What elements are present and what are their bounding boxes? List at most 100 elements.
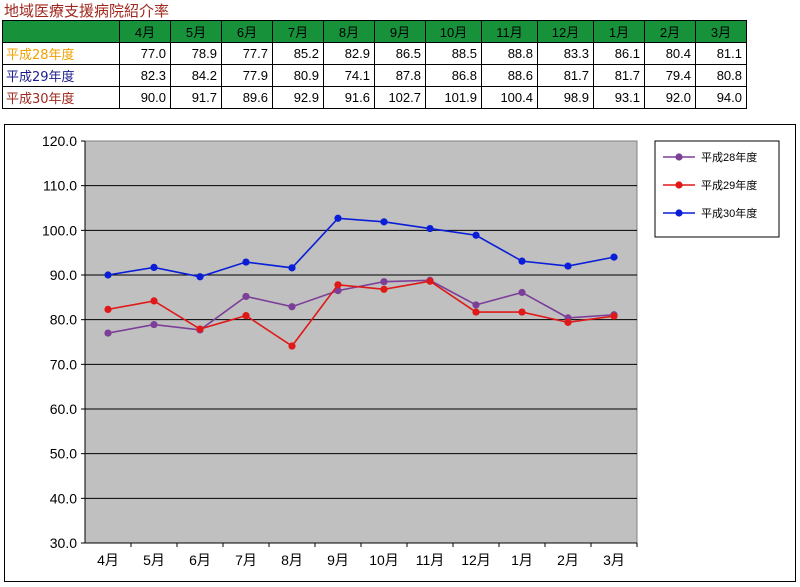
data-point	[472, 301, 480, 309]
data-point	[334, 281, 342, 289]
value-cell: 82.9	[323, 42, 375, 65]
x-tick-label: 4月	[97, 552, 119, 568]
value-cell: 90.0	[119, 86, 171, 109]
data-point	[242, 258, 250, 266]
data-point	[518, 308, 526, 316]
x-tick-label: 2月	[557, 552, 579, 568]
y-tick-label: 40.0	[50, 490, 77, 506]
data-point	[104, 329, 112, 337]
data-point	[104, 271, 112, 279]
y-tick-label: 80.0	[50, 312, 77, 328]
data-point	[334, 287, 342, 295]
legend-swatch-marker	[675, 181, 683, 189]
value-cell: 93.1	[593, 86, 645, 109]
value-cell: 80.4	[644, 42, 696, 65]
value-cell: 86.8	[425, 64, 482, 87]
value-cell: 83.3	[537, 42, 594, 65]
x-tick-label: 8月	[281, 552, 303, 568]
data-point	[288, 264, 296, 272]
data-point	[196, 273, 204, 281]
data-point	[150, 297, 158, 305]
line-chart: 30.0 40.0 50.0 60.0 70.0 80.0 90.0 100.0 110.0 12…	[42, 133, 780, 568]
value-cell: 80.9	[272, 64, 324, 87]
y-tick-label: 90.0	[50, 267, 77, 283]
month-header-cell: 8月	[323, 20, 375, 43]
value-cell: 77.9	[221, 64, 273, 87]
value-cell: 94.0	[695, 86, 747, 109]
data-point	[380, 278, 388, 286]
value-cell: 89.6	[221, 86, 273, 109]
series-line	[107, 217, 615, 278]
legend-label: 平成30年度	[701, 206, 757, 220]
month-header-cell: 1月	[593, 20, 645, 43]
value-cell: 88.6	[481, 64, 538, 87]
value-cell: 77.0	[119, 42, 171, 65]
value-cell: 84.2	[170, 64, 222, 87]
value-cell: 86.1	[593, 42, 645, 65]
value-cell: 78.9	[170, 42, 222, 65]
x-tick-label: 1月	[511, 552, 533, 568]
data-point	[242, 292, 250, 301]
row-label: 平成28年度	[2, 42, 120, 65]
value-cell: 77.7	[221, 42, 273, 65]
table-row: 平成28年度 77.0 78.9 77.7 85.2 82.9 86.5 88.5 88.8 83…	[2, 42, 747, 65]
x-tick-label: 7月	[235, 552, 257, 568]
value-cell: 92.0	[644, 86, 696, 109]
y-tick-label: 110.0	[43, 178, 77, 194]
value-cell: 100.4	[481, 86, 538, 109]
data-point	[472, 231, 480, 239]
data-point	[334, 214, 342, 222]
x-tick-label: 9月	[327, 552, 349, 568]
month-header-cell: 7月	[272, 20, 324, 43]
value-cell: 81.7	[537, 64, 594, 87]
y-tick-label: 120.0	[42, 133, 77, 149]
table-row: 平成29年度 82.3 84.2 77.9 80.9 74.1 87.8 86.8 88.6 81…	[2, 64, 747, 87]
plot-area	[84, 140, 638, 544]
legend-label: 平成28年度	[701, 150, 757, 164]
data-point	[518, 288, 526, 297]
data-point	[426, 224, 434, 233]
legend-swatch-marker	[675, 153, 683, 161]
table-corner-cell	[2, 20, 120, 43]
x-tick-label: 3月	[603, 552, 625, 568]
value-cell: 88.5	[425, 42, 482, 65]
value-cell: 80.8	[695, 64, 747, 87]
value-cell: 91.6	[323, 86, 375, 109]
value-cell: 98.9	[537, 86, 594, 109]
month-header-cell: 4月	[119, 20, 171, 43]
value-cell: 79.4	[644, 64, 696, 87]
value-cell: 81.7	[593, 64, 645, 87]
value-cell: 101.9	[425, 86, 482, 109]
data-point	[196, 325, 204, 333]
month-header-cell: 11月	[481, 20, 538, 43]
value-cell: 92.9	[272, 86, 324, 109]
value-cell: 102.7	[374, 86, 426, 109]
x-tick-label: 5月	[143, 552, 165, 568]
data-point	[242, 312, 250, 320]
x-tick-label: 11月	[416, 552, 445, 568]
month-header-cell: 2月	[644, 20, 696, 43]
value-cell: 88.8	[481, 42, 538, 65]
data-point	[380, 285, 388, 293]
data-point	[150, 320, 158, 329]
data-table: 4月 5月 6月 7月 8月 9月 10月 11月 12月 1月 2月 3月 平成28年度 77.0 78…	[2, 20, 747, 109]
month-header-cell: 6月	[221, 20, 273, 43]
data-point	[288, 303, 296, 311]
series-line	[107, 280, 615, 348]
data-point	[610, 312, 618, 320]
row-label: 平成30年度	[2, 86, 120, 109]
value-cell: 85.2	[272, 42, 324, 65]
x-tick-label: 6月	[189, 552, 211, 568]
month-header-cell: 3月	[695, 20, 747, 43]
y-tick-label: 50.0	[50, 446, 77, 462]
data-point	[472, 308, 480, 316]
legend-label: 平成29年度	[701, 178, 757, 192]
page-title: 地域医療支援病院紹介率	[4, 2, 170, 20]
data-point	[426, 277, 434, 285]
row-label: 平成29年度	[2, 64, 120, 87]
data-point	[564, 318, 572, 326]
month-header-cell: 9月	[374, 20, 426, 43]
data-point	[518, 257, 526, 265]
data-point	[610, 253, 618, 261]
data-point	[150, 263, 158, 272]
